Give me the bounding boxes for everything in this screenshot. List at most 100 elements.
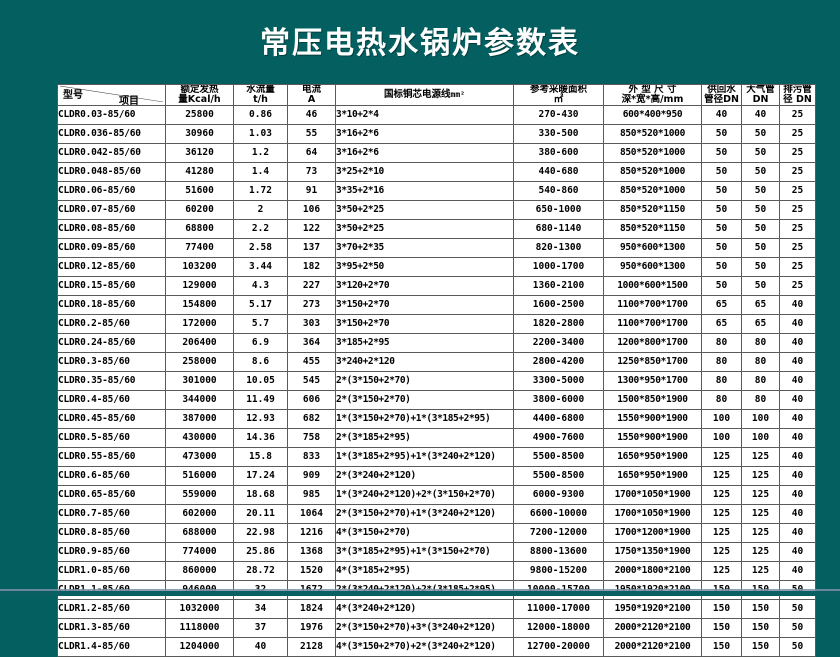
header-line2: 量Kcal/h bbox=[178, 93, 221, 105]
cell-power-cable: 3*16+2*6 bbox=[335, 142, 514, 163]
cell-model: CLDR0.9-85/60 bbox=[57, 541, 166, 562]
cell-power-cable: 1*(3*185+2*95)+1*(3*240+2*120) bbox=[335, 446, 514, 467]
cell-power-cable: 2*(3*150+2*70)+3*(3*240+2*120) bbox=[335, 617, 514, 638]
cell-water-flow: 12.93 bbox=[233, 408, 288, 429]
cell-heating-area: 650-1000 bbox=[513, 199, 604, 220]
table-row: CLDR0.15-85/60 129000 4.3 227 3*120+2*70 1360… bbox=[57, 275, 816, 296]
cell-water-flow: 37 bbox=[233, 617, 288, 638]
table-row: CLDR0.6-85/60 516000 17.24 909 2*(3*240+2*12… bbox=[57, 465, 816, 486]
table-row: CLDR0.12-85/60 103200 3.44 182 3*95+2*50 1000… bbox=[57, 256, 816, 277]
cell-blowdown-dn: 50 bbox=[779, 617, 816, 638]
cell-dimensions: 1300*950*1700 bbox=[603, 370, 702, 391]
cell-dimensions: 2000*2120*2100 bbox=[603, 636, 702, 657]
cell-model: CLDR0.18-85/60 bbox=[57, 294, 166, 315]
header-line2: mm² bbox=[450, 89, 465, 99]
cell-power-cable: 3*120+2*70 bbox=[335, 275, 514, 296]
cell-model: CLDR0.5-85/60 bbox=[57, 427, 166, 448]
cell-model: CLDR0.036-85/60 bbox=[57, 123, 166, 144]
cell-power-cable: 3*10+2*4 bbox=[335, 104, 514, 125]
cell-blowdown-dn: 40 bbox=[779, 484, 816, 505]
table-row: CLDR0.09-85/60 77400 2.58 137 3*70+2*35 820-1… bbox=[57, 237, 816, 258]
page-root: 常压电热水锅炉参数表 型号 项目 额定发热 bbox=[0, 26, 840, 657]
cell-heating-area: 6600-10000 bbox=[513, 503, 604, 524]
cell-model: CLDR0.24-85/60 bbox=[57, 332, 166, 353]
cell-supply-return-dn: 80 bbox=[701, 370, 742, 391]
cell-model: CLDR0.2-85/60 bbox=[57, 313, 166, 334]
cell-water-flow: 1.4 bbox=[233, 161, 288, 182]
header-line1: 电流 bbox=[301, 84, 321, 95]
cell-blowdown-dn: 40 bbox=[779, 351, 816, 372]
cell-water-flow: 4.3 bbox=[233, 275, 288, 296]
cell-air-pipe-dn: 40 bbox=[741, 104, 780, 125]
cell-supply-return-dn: 50 bbox=[701, 123, 742, 144]
cell-supply-return-dn: 150 bbox=[701, 617, 742, 638]
cell-supply-return-dn: 65 bbox=[701, 294, 742, 315]
cell-rated-heat: 68800 bbox=[165, 218, 234, 239]
cell-current: 273 bbox=[287, 294, 336, 315]
cell-dimensions: 1200*800*1700 bbox=[603, 332, 702, 353]
table-row: CLDR0.2-85/60 172000 5.7 303 3*150+2*70 1820-… bbox=[57, 313, 816, 334]
cell-rated-heat: 30960 bbox=[165, 123, 234, 144]
cell-air-pipe-dn: 150 bbox=[741, 636, 780, 657]
cell-heating-area: 8800-13600 bbox=[513, 541, 604, 562]
cell-water-flow: 1.72 bbox=[233, 180, 288, 201]
cell-current: 2128 bbox=[287, 636, 336, 657]
cell-heating-area: 680-1140 bbox=[513, 218, 604, 239]
cell-power-cable: 3*50+2*25 bbox=[335, 199, 514, 220]
cell-rated-heat: 258000 bbox=[165, 351, 234, 372]
cell-blowdown-dn: 25 bbox=[779, 237, 816, 258]
cell-heating-area: 12700-20000 bbox=[513, 636, 604, 657]
cell-blowdown-dn: 25 bbox=[779, 199, 816, 220]
cell-model: CLDR0.6-85/60 bbox=[57, 465, 166, 486]
cell-rated-heat: 60200 bbox=[165, 199, 234, 220]
cell-water-flow: 22.98 bbox=[233, 522, 288, 543]
cell-power-cable: 2*(3*240+2*120) bbox=[335, 465, 514, 486]
cell-heating-area: 270-430 bbox=[513, 104, 604, 125]
cell-heating-area: 4900-7600 bbox=[513, 427, 604, 448]
cell-water-flow: 11.49 bbox=[233, 389, 288, 410]
cell-model: CLDR0.07-85/60 bbox=[57, 199, 166, 220]
cell-dimensions: 1650*950*1900 bbox=[603, 465, 702, 486]
cell-rated-heat: 77400 bbox=[165, 237, 234, 258]
cell-current: 73 bbox=[287, 161, 336, 182]
cell-air-pipe-dn: 125 bbox=[741, 541, 780, 562]
table-row: CLDR0.048-85/60 41280 1.4 73 3*25+2*10 440-68… bbox=[57, 161, 816, 182]
cell-rated-heat: 344000 bbox=[165, 389, 234, 410]
cell-heating-area: 1600-2500 bbox=[513, 294, 604, 315]
cell-current: 1216 bbox=[287, 522, 336, 543]
cell-power-cable: 3*25+2*10 bbox=[335, 161, 514, 182]
cell-power-cable: 3*(3*185+2*95)+1*(3*150+2*70) bbox=[335, 541, 514, 562]
table-row: CLDR0.45-85/60 387000 12.93 682 1*(3*150+2*7… bbox=[57, 408, 816, 429]
cell-supply-return-dn: 50 bbox=[701, 237, 742, 258]
cell-air-pipe-dn: 65 bbox=[741, 294, 780, 315]
cell-dimensions: 1700*1050*1900 bbox=[603, 484, 702, 505]
cell-dimensions: 950*600*1300 bbox=[603, 256, 702, 277]
header-item-label: 项目 bbox=[119, 96, 139, 106]
cell-air-pipe-dn: 125 bbox=[741, 560, 780, 581]
cell-current: 364 bbox=[287, 332, 336, 353]
cell-power-cable: 3*50+2*25 bbox=[335, 218, 514, 239]
cell-supply-return-dn: 125 bbox=[701, 522, 742, 543]
header-line2: A bbox=[307, 93, 316, 105]
cell-rated-heat: 473000 bbox=[165, 446, 234, 467]
cell-water-flow: 25.86 bbox=[233, 541, 288, 562]
cell-air-pipe-dn: 50 bbox=[741, 142, 780, 163]
cell-rated-heat: 36120 bbox=[165, 142, 234, 163]
cell-rated-heat: 206400 bbox=[165, 332, 234, 353]
header-line1: 排污管 bbox=[783, 84, 812, 95]
cell-supply-return-dn: 100 bbox=[701, 408, 742, 429]
cell-supply-return-dn: 50 bbox=[701, 275, 742, 296]
cell-power-cable: 4*(3*185+2*95) bbox=[335, 560, 514, 581]
header-line1: 外 型 尺 寸 bbox=[628, 84, 677, 95]
cell-model: CLDR0.4-85/60 bbox=[57, 389, 166, 410]
cell-rated-heat: 387000 bbox=[165, 408, 234, 429]
cell-current: 106 bbox=[287, 199, 336, 220]
cell-heating-area: 7200-12000 bbox=[513, 522, 604, 543]
header-line1: 水流量 bbox=[246, 84, 275, 95]
cell-supply-return-dn: 125 bbox=[701, 560, 742, 581]
cell-model: CLDR0.65-85/60 bbox=[57, 484, 166, 505]
cell-dimensions: 1100*700*1700 bbox=[603, 313, 702, 334]
cell-dimensions: 1500*850*1900 bbox=[603, 389, 702, 410]
cell-current: 1368 bbox=[287, 541, 336, 562]
cell-water-flow: 20.11 bbox=[233, 503, 288, 524]
